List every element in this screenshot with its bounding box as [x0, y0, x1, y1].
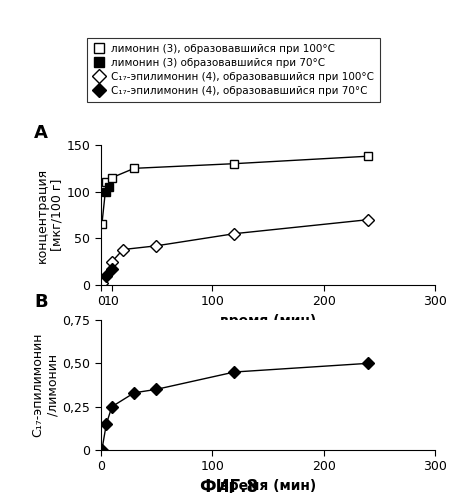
Legend: лимонин (3), образовавшийся при 100°C, лимонин (3) образовавшийся при 70°C, C₁₇-: лимонин (3), образовавшийся при 100°C, л… — [87, 38, 380, 102]
Text: B: B — [34, 293, 48, 311]
Text: A: A — [34, 124, 48, 142]
Text: ФИГ.8: ФИГ.8 — [200, 478, 258, 496]
X-axis label: время (мин): время (мин) — [220, 479, 316, 493]
X-axis label: время (мин): время (мин) — [220, 314, 316, 328]
Y-axis label: C₁₇-эпилимонин
/лимонин: C₁₇-эпилимонин /лимонин — [32, 333, 60, 437]
Y-axis label: концентрация
[мкг/100 г]: концентрация [мкг/100 г] — [36, 168, 64, 262]
